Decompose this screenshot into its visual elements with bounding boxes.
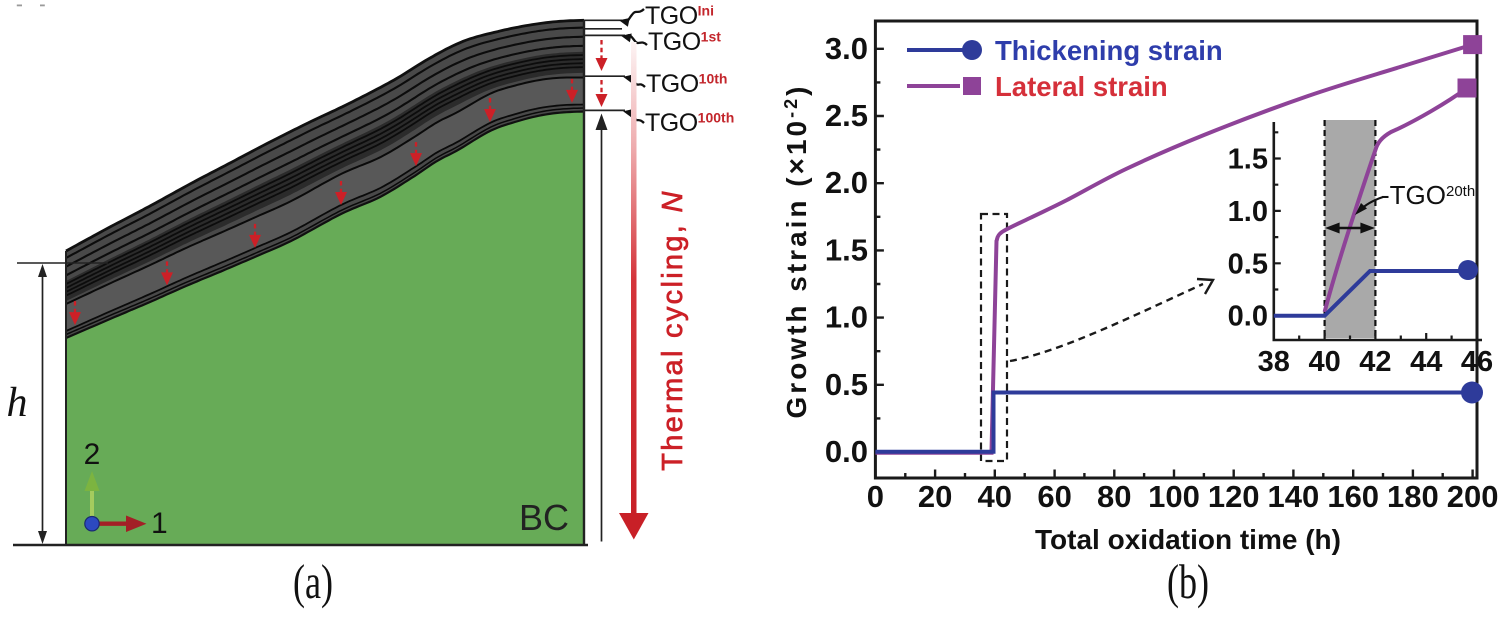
svg-text:Growth strain (×10-2): Growth strain (×10-2)	[781, 84, 812, 419]
svg-text:160: 160	[1327, 479, 1379, 514]
svg-text:80: 80	[1097, 479, 1131, 514]
svg-text:100: 100	[1148, 479, 1200, 514]
svg-text:140: 140	[1268, 479, 1320, 514]
svg-text:40: 40	[1308, 346, 1340, 378]
svg-text:TGO10th: TGO10th	[646, 70, 727, 98]
svg-text:h: h	[7, 380, 28, 426]
svg-text:38: 38	[1258, 346, 1290, 378]
svg-text:Thermal cycling, N: Thermal cycling, N	[657, 189, 689, 471]
svg-text:0.5: 0.5	[1228, 248, 1268, 280]
svg-text:2.0: 2.0	[825, 165, 868, 200]
svg-text:0: 0	[867, 479, 884, 514]
svg-text:40: 40	[978, 479, 1012, 514]
svg-text:1: 1	[151, 507, 168, 540]
svg-text:(a): (a)	[293, 556, 333, 609]
svg-text:1.0: 1.0	[1228, 196, 1268, 228]
svg-text:1.5: 1.5	[1228, 144, 1268, 176]
svg-text:60: 60	[1037, 479, 1071, 514]
svg-text:Thickening strain: Thickening strain	[995, 35, 1223, 66]
svg-text:2: 2	[84, 438, 101, 471]
svg-text:200: 200	[1447, 479, 1499, 514]
svg-text:1.0: 1.0	[825, 300, 868, 335]
svg-text:1.5: 1.5	[825, 232, 868, 267]
svg-text:0.0: 0.0	[1228, 301, 1268, 333]
svg-text:44: 44	[1410, 346, 1442, 378]
svg-text:Lateral strain: Lateral strain	[995, 71, 1168, 102]
svg-text:(b): (b)	[1167, 556, 1209, 609]
svg-text:BC: BC	[519, 497, 569, 538]
svg-text:180: 180	[1387, 479, 1439, 514]
svg-text:2.5: 2.5	[825, 98, 868, 133]
svg-text:46: 46	[1461, 346, 1493, 378]
svg-text:3.0: 3.0	[825, 31, 868, 66]
svg-text:42: 42	[1359, 346, 1391, 378]
svg-text:20: 20	[918, 479, 952, 514]
svg-text:Total oxidation time (h): Total oxidation time (h)	[1035, 524, 1341, 555]
svg-text:120: 120	[1208, 479, 1260, 514]
svg-text:0.5: 0.5	[825, 367, 868, 402]
svg-text:0.0: 0.0	[825, 434, 868, 469]
